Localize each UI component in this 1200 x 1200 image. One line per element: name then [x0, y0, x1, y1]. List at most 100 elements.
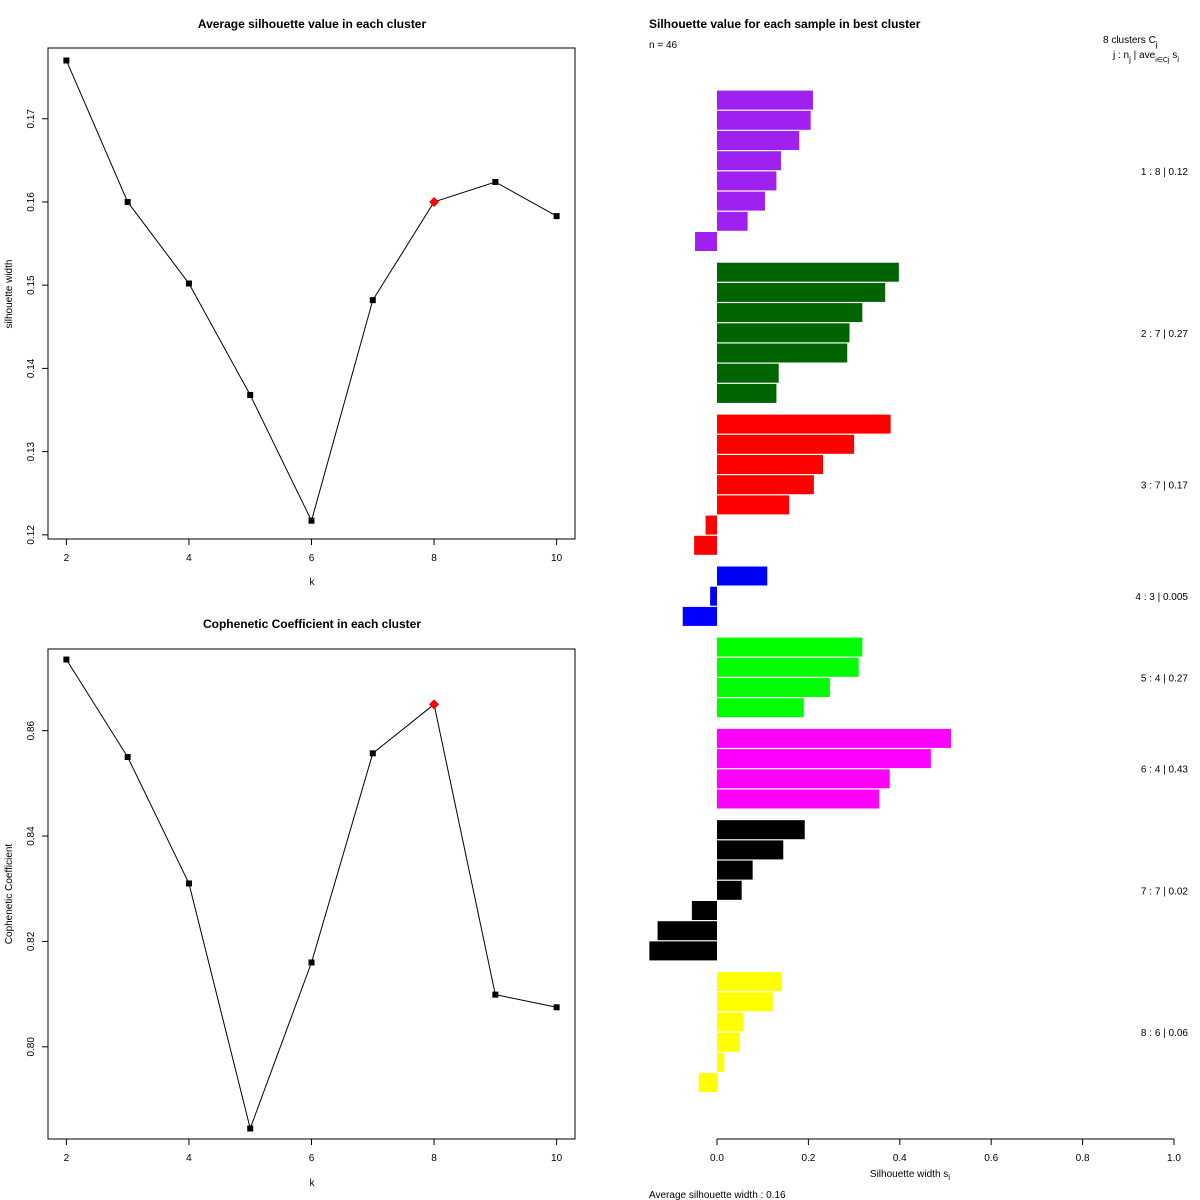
silhouette-bar	[717, 455, 824, 474]
y-tick-label: 0.17	[26, 109, 37, 129]
silhouette-header-line1: 8 clusters Cj	[1103, 35, 1158, 49]
cluster-label: 7 : 7 | 0.02	[1141, 886, 1189, 897]
silhouette-bar	[717, 860, 753, 880]
cophenetic-series	[63, 656, 560, 1132]
silhouette-bar	[717, 495, 790, 515]
cophenetic-x-axis: 2 4 6 8 10	[64, 1139, 563, 1164]
silhouette-bar	[717, 749, 931, 769]
silhouette-bar	[717, 191, 765, 211]
x-tick-label: 6	[309, 553, 315, 564]
data-point	[553, 213, 560, 220]
silhouette-bar	[717, 383, 777, 403]
silhouette-bar	[717, 151, 781, 171]
silhouette-bar	[717, 880, 742, 900]
best-k-marker	[429, 699, 440, 710]
avg-silhouette-ylabel: silhouette width	[4, 260, 15, 329]
silhouette-title: Silhouette value for each sample in best…	[649, 17, 921, 31]
silhouette-cluster-labels: 1 : 8 | 0.12 2 : 7 | 0.27 3 : 7 | 0.17 4 : …	[1135, 167, 1188, 1039]
silhouette-bar	[695, 232, 717, 251]
y-tick-label: 0.14	[26, 358, 37, 378]
silhouette-bar	[717, 728, 951, 748]
silhouette-bar	[717, 789, 880, 809]
data-point	[247, 392, 254, 399]
data-point	[492, 991, 499, 998]
silhouette-bar	[717, 90, 813, 110]
silhouette-n-label: n = 46	[649, 40, 678, 51]
avg-silhouette-y-axis: 0.12 0.13 0.14 0.15 0.16 0.17	[26, 109, 48, 545]
cophenetic-chart: Cophenetic Coefficient in each cluster k…	[4, 617, 576, 1189]
silhouette-bar	[717, 820, 805, 840]
data-point	[369, 750, 376, 757]
data-point	[308, 959, 315, 966]
y-tick-label: 0.80	[26, 1037, 37, 1057]
silhouette-bar	[682, 606, 717, 626]
avg-silhouette-x-axis: 2 4 6 8 10	[64, 539, 563, 564]
x-tick-label: 0.0	[710, 1153, 724, 1164]
y-tick-label: 0.82	[26, 931, 37, 951]
silhouette-bar	[649, 941, 717, 961]
cophenetic-y-axis: 0.80 0.82 0.84 0.86	[26, 720, 48, 1057]
x-tick-label: 6	[309, 1153, 315, 1164]
silhouette-xlabel: Silhouette width si	[870, 1169, 950, 1182]
silhouette-bar	[717, 323, 850, 343]
x-tick-label: 2	[64, 553, 70, 564]
silhouette-bar	[717, 972, 782, 992]
data-point	[185, 280, 192, 287]
silhouette-bar	[717, 434, 855, 454]
cluster-label: 8 : 6 | 0.06	[1141, 1028, 1189, 1039]
silhouette-bar	[717, 1012, 744, 1032]
cluster-label: 4 : 3 | 0.005	[1135, 592, 1188, 603]
silhouette-bar	[717, 171, 777, 191]
y-tick-label: 0.84	[26, 826, 37, 846]
x-tick-label: 1.0	[1167, 1153, 1181, 1164]
data-point	[63, 656, 70, 663]
silhouette-bar	[717, 363, 779, 383]
silhouette-bar	[717, 282, 886, 302]
x-tick-label: 10	[551, 1153, 563, 1164]
silhouette-bar	[717, 1052, 725, 1072]
x-tick-label: 10	[551, 553, 563, 564]
cluster-label: 1 : 8 | 0.12	[1141, 167, 1189, 178]
silhouette-bar	[717, 566, 768, 586]
data-point	[247, 1125, 254, 1132]
silhouette-bar	[717, 303, 863, 323]
x-tick-label: 4	[186, 553, 192, 564]
silhouette-bar	[717, 110, 811, 130]
silhouette-bar	[717, 262, 899, 282]
data-point	[124, 198, 131, 205]
x-tick-label: 0.2	[801, 1153, 815, 1164]
silhouette-x-axis: 0.0 0.2 0.4 0.6 0.8 1.0	[710, 1138, 1181, 1164]
silhouette-bar	[657, 921, 717, 941]
silhouette-footer: Average silhouette width : 0.16	[649, 1190, 786, 1200]
data-point	[308, 517, 315, 524]
x-tick-label: 0.4	[893, 1153, 907, 1164]
y-tick-label: 0.15	[26, 275, 37, 295]
avg-silhouette-series	[63, 57, 560, 524]
cluster-label: 3 : 7 | 0.17	[1141, 481, 1189, 492]
silhouette-bar	[717, 769, 890, 789]
data-point	[185, 880, 192, 887]
data-point	[63, 57, 70, 64]
silhouette-bar	[705, 515, 717, 535]
silhouette-bars	[649, 90, 951, 1093]
cluster-label: 6 : 4 | 0.43	[1141, 765, 1189, 776]
silhouette-bar	[717, 343, 848, 363]
avg-silhouette-title: Average silhouette value in each cluster	[198, 17, 427, 31]
silhouette-bar	[717, 992, 773, 1012]
cophenetic-xlabel: k	[310, 1178, 316, 1189]
silhouette-bar	[717, 414, 891, 434]
data-point	[553, 1004, 560, 1011]
x-tick-label: 8	[431, 553, 437, 564]
x-tick-label: 4	[186, 1153, 192, 1164]
silhouette-bar	[717, 1032, 740, 1052]
data-point	[369, 297, 376, 304]
data-point	[492, 178, 499, 185]
silhouette-bar	[717, 698, 804, 718]
x-tick-label: 0.6	[984, 1153, 998, 1164]
silhouette-bar	[694, 535, 717, 555]
silhouette-bar	[717, 657, 859, 677]
silhouette-bar	[717, 475, 814, 495]
x-tick-label: 8	[431, 1153, 437, 1164]
y-tick-label: 0.12	[26, 525, 37, 545]
